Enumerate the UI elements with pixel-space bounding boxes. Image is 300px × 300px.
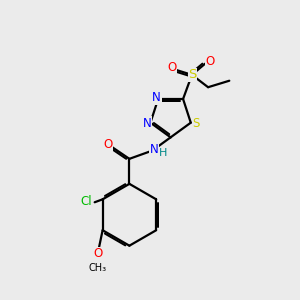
Text: CH₃: CH₃ [88,262,107,273]
Text: N: N [149,142,158,156]
Text: N: N [142,117,151,130]
Text: S: S [188,68,197,81]
Text: O: O [206,56,215,68]
Text: H: H [159,148,168,158]
Text: O: O [103,139,112,152]
Text: S: S [192,117,200,130]
Text: N: N [152,91,161,104]
Text: O: O [93,247,102,260]
Text: O: O [167,61,176,74]
Text: Cl: Cl [80,195,92,208]
